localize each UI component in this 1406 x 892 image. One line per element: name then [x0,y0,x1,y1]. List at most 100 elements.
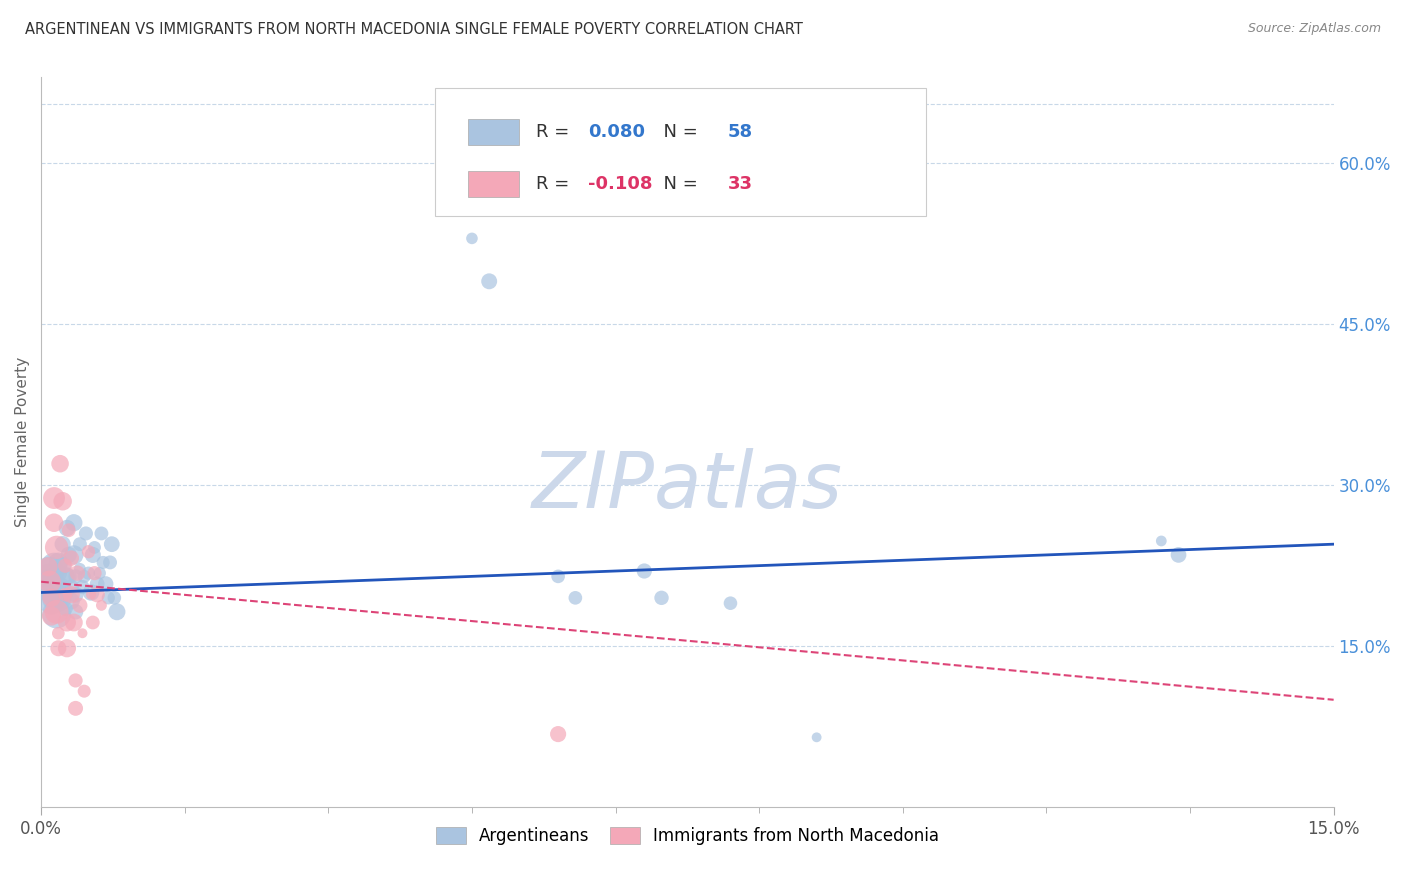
Y-axis label: Single Female Poverty: Single Female Poverty [15,357,30,527]
Point [65,701,87,715]
Point [45,541,67,555]
Point [72,580,94,594]
Point [547,727,569,741]
Point [82,615,104,630]
Point [105,605,128,619]
Point [45,591,67,605]
Point [77,544,100,558]
Point [45,605,67,619]
Point [56,521,79,535]
Point [37,580,59,594]
Point [53,601,76,615]
Text: 0.080: 0.080 [588,123,645,141]
Point [89,566,111,581]
Point [103,591,125,605]
Text: Source: ZipAtlas.com: Source: ZipAtlas.com [1247,22,1381,36]
Text: ZIPatlas: ZIPatlas [531,448,842,524]
Point [73,569,96,583]
Point [73,684,96,698]
Text: ARGENTINEAN VS IMMIGRANTS FROM NORTH MACEDONIA SINGLE FEMALE POVERTY CORRELATION: ARGENTINEAN VS IMMIGRANTS FROM NORTH MAC… [25,22,803,37]
Point [41,591,63,605]
Point [806,731,828,745]
Point [53,585,76,599]
Text: R =: R = [536,175,575,193]
Point [720,596,742,610]
Point [52,537,75,551]
Point [58,523,80,537]
Point [478,274,501,288]
Point [86,588,108,602]
Point [42,577,65,591]
Point [83,566,105,581]
Point [65,588,87,602]
Point [83,541,105,555]
Point [564,591,586,605]
Text: N =: N = [652,123,704,141]
Point [46,566,69,581]
Point [86,577,108,591]
Point [42,558,65,573]
Point [53,569,76,583]
Text: 58: 58 [727,123,752,141]
Point [56,641,79,656]
Point [94,577,117,591]
Point [69,537,91,551]
Point [66,566,89,581]
Point [58,569,80,583]
Point [461,231,484,245]
Point [65,605,87,619]
Point [38,574,60,589]
Point [80,585,103,599]
Text: -0.108: -0.108 [588,175,652,193]
Point [60,594,83,608]
Point [37,569,59,583]
Point [46,626,69,640]
Point [72,626,94,640]
Point [56,615,79,630]
Point [49,457,72,471]
Point [52,558,75,573]
Point [46,641,69,656]
Point [49,580,72,594]
Point [42,516,65,530]
FancyBboxPatch shape [468,119,519,145]
Point [52,494,75,508]
Point [69,599,91,613]
Point [45,607,67,621]
Point [91,556,114,570]
Point [41,596,63,610]
Point [60,580,83,594]
Point [63,548,86,562]
FancyBboxPatch shape [436,88,927,216]
Point [58,548,80,562]
Point [69,562,91,576]
Point [97,591,120,605]
Text: 33: 33 [727,175,752,193]
Point [547,569,569,583]
Point [41,588,63,602]
Point [65,569,87,583]
Point [100,537,122,551]
Point [63,615,86,630]
Point [60,588,83,602]
Point [82,548,104,562]
Point [37,559,59,574]
Point [41,609,63,624]
Point [90,526,112,541]
Point [90,599,112,613]
Point [53,558,76,573]
Point [63,516,86,530]
Point [75,526,97,541]
Point [1150,533,1173,548]
Text: N =: N = [652,175,704,193]
Point [38,564,60,578]
Point [633,564,655,578]
Point [42,491,65,505]
Point [98,556,121,570]
Point [65,673,87,688]
Point [60,551,83,566]
Point [49,594,72,608]
Point [80,588,103,602]
FancyBboxPatch shape [468,170,519,197]
Point [77,566,100,581]
